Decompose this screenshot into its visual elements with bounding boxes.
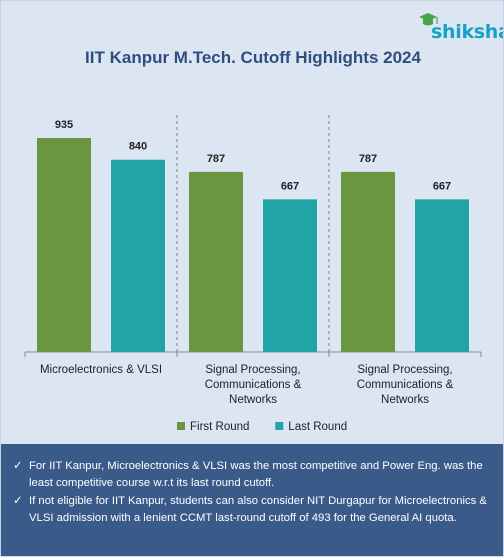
data-label: 787 bbox=[359, 153, 377, 165]
chart-title: IIT Kanpur M.Tech. Cutoff Highlights 202… bbox=[85, 48, 421, 67]
note-text: For IIT Kanpur, Microelectronics & VLSI … bbox=[29, 460, 483, 489]
category-label: Signal Processing, bbox=[357, 364, 452, 376]
legend-swatch bbox=[177, 422, 185, 430]
shiksha-logo: shiksha bbox=[411, 7, 504, 47]
category-label: Signal Processing, bbox=[205, 364, 300, 376]
cutoff-bar-chart: 935 840 Microelectronics & VLSI 787 667 Signa… bbox=[24, 115, 482, 433]
data-label: 787 bbox=[207, 153, 225, 165]
data-label: 667 bbox=[433, 180, 451, 192]
category-label: Microelectronics & VLSI bbox=[40, 364, 162, 376]
brand-name: shiksha bbox=[431, 21, 504, 43]
data-label: 667 bbox=[281, 180, 299, 192]
graduation-cap-icon bbox=[419, 13, 438, 26]
legend-swatch bbox=[275, 422, 284, 430]
bar-last-round bbox=[111, 159, 165, 352]
data-label: 935 bbox=[55, 119, 73, 131]
bar-first-round bbox=[37, 138, 91, 352]
bar-last-round bbox=[263, 199, 317, 352]
legend-label: Last Round bbox=[288, 421, 347, 433]
note-text: If not eligible for IIT Kanpur, students… bbox=[29, 495, 487, 524]
bar-last-round bbox=[415, 199, 469, 352]
category-label: Communications & bbox=[205, 379, 302, 391]
legend-label: First Round bbox=[190, 421, 249, 433]
check-icon: ✓ bbox=[13, 495, 23, 507]
check-icon: ✓ bbox=[13, 460, 23, 472]
category-label: Networks bbox=[381, 394, 429, 406]
bar-first-round bbox=[341, 171, 395, 352]
category-label: Networks bbox=[229, 394, 277, 406]
bar-first-round bbox=[189, 171, 243, 352]
category-label: Communications & bbox=[357, 379, 454, 391]
data-label: 840 bbox=[129, 141, 147, 153]
notes-panel: ✓ For IIT Kanpur, Microelectronics & VLS… bbox=[1, 444, 503, 556]
